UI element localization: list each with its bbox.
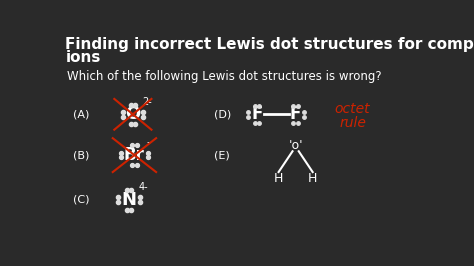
Text: 2-: 2- xyxy=(142,97,152,107)
Text: H: H xyxy=(274,172,283,185)
Text: (A): (A) xyxy=(73,109,90,119)
Text: (B): (B) xyxy=(73,150,90,160)
Text: -: - xyxy=(147,137,151,147)
Text: Finding incorrect Lewis dot structures for compounds and: Finding incorrect Lewis dot structures f… xyxy=(65,36,474,52)
Text: octet: octet xyxy=(334,102,370,116)
Text: N: N xyxy=(121,191,137,209)
Text: F: F xyxy=(290,105,301,123)
Text: ions: ions xyxy=(65,50,101,65)
Text: 4-: 4- xyxy=(138,182,148,192)
Text: (C): (C) xyxy=(73,195,90,205)
Text: H: H xyxy=(308,172,318,185)
Text: Br: Br xyxy=(124,146,145,164)
Text: (E): (E) xyxy=(214,150,230,160)
Text: Which of the following Lewis dot structures is wrong?: Which of the following Lewis dot structu… xyxy=(67,70,382,84)
Text: (D): (D) xyxy=(214,109,231,119)
Text: 'o': 'o' xyxy=(288,139,303,152)
Text: F: F xyxy=(251,105,263,123)
Text: rule: rule xyxy=(340,116,367,130)
Text: O: O xyxy=(125,105,140,123)
